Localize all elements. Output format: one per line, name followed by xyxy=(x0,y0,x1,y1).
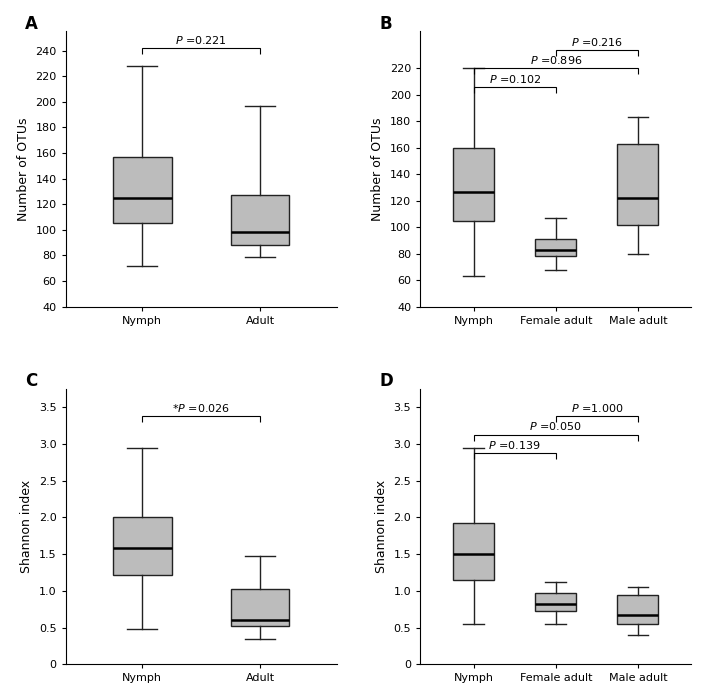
PathPatch shape xyxy=(231,589,290,626)
PathPatch shape xyxy=(113,157,171,223)
Y-axis label: Shannon index: Shannon index xyxy=(375,480,388,573)
Y-axis label: Number of OTUs: Number of OTUs xyxy=(17,118,30,220)
Text: $\it{P}$ =1.000: $\it{P}$ =1.000 xyxy=(571,402,623,414)
PathPatch shape xyxy=(231,195,290,245)
Text: A: A xyxy=(25,15,38,33)
PathPatch shape xyxy=(453,148,494,220)
PathPatch shape xyxy=(617,594,658,624)
Text: $\it{P}$ =0.216: $\it{P}$ =0.216 xyxy=(571,36,623,48)
PathPatch shape xyxy=(535,593,576,611)
Text: $\it{P}$ =0.050: $\it{P}$ =0.050 xyxy=(530,420,582,433)
Text: $\it{P}$ =0.102: $\it{P}$ =0.102 xyxy=(489,73,541,85)
Text: *$\it{P}$ =0.026: *$\it{P}$ =0.026 xyxy=(172,402,230,414)
PathPatch shape xyxy=(113,517,171,575)
Text: $\it{P}$ =0.221: $\it{P}$ =0.221 xyxy=(175,34,227,46)
Text: $\it{P}$ =0.139: $\it{P}$ =0.139 xyxy=(489,439,541,451)
Text: $\it{P}$ =0.896: $\it{P}$ =0.896 xyxy=(530,54,582,66)
Text: B: B xyxy=(379,15,392,33)
Y-axis label: Shannon index: Shannon index xyxy=(20,480,33,573)
PathPatch shape xyxy=(535,239,576,256)
PathPatch shape xyxy=(617,144,658,225)
Y-axis label: Number of OTUs: Number of OTUs xyxy=(372,118,384,220)
PathPatch shape xyxy=(453,524,494,580)
Text: C: C xyxy=(25,372,37,391)
Text: D: D xyxy=(379,372,393,391)
